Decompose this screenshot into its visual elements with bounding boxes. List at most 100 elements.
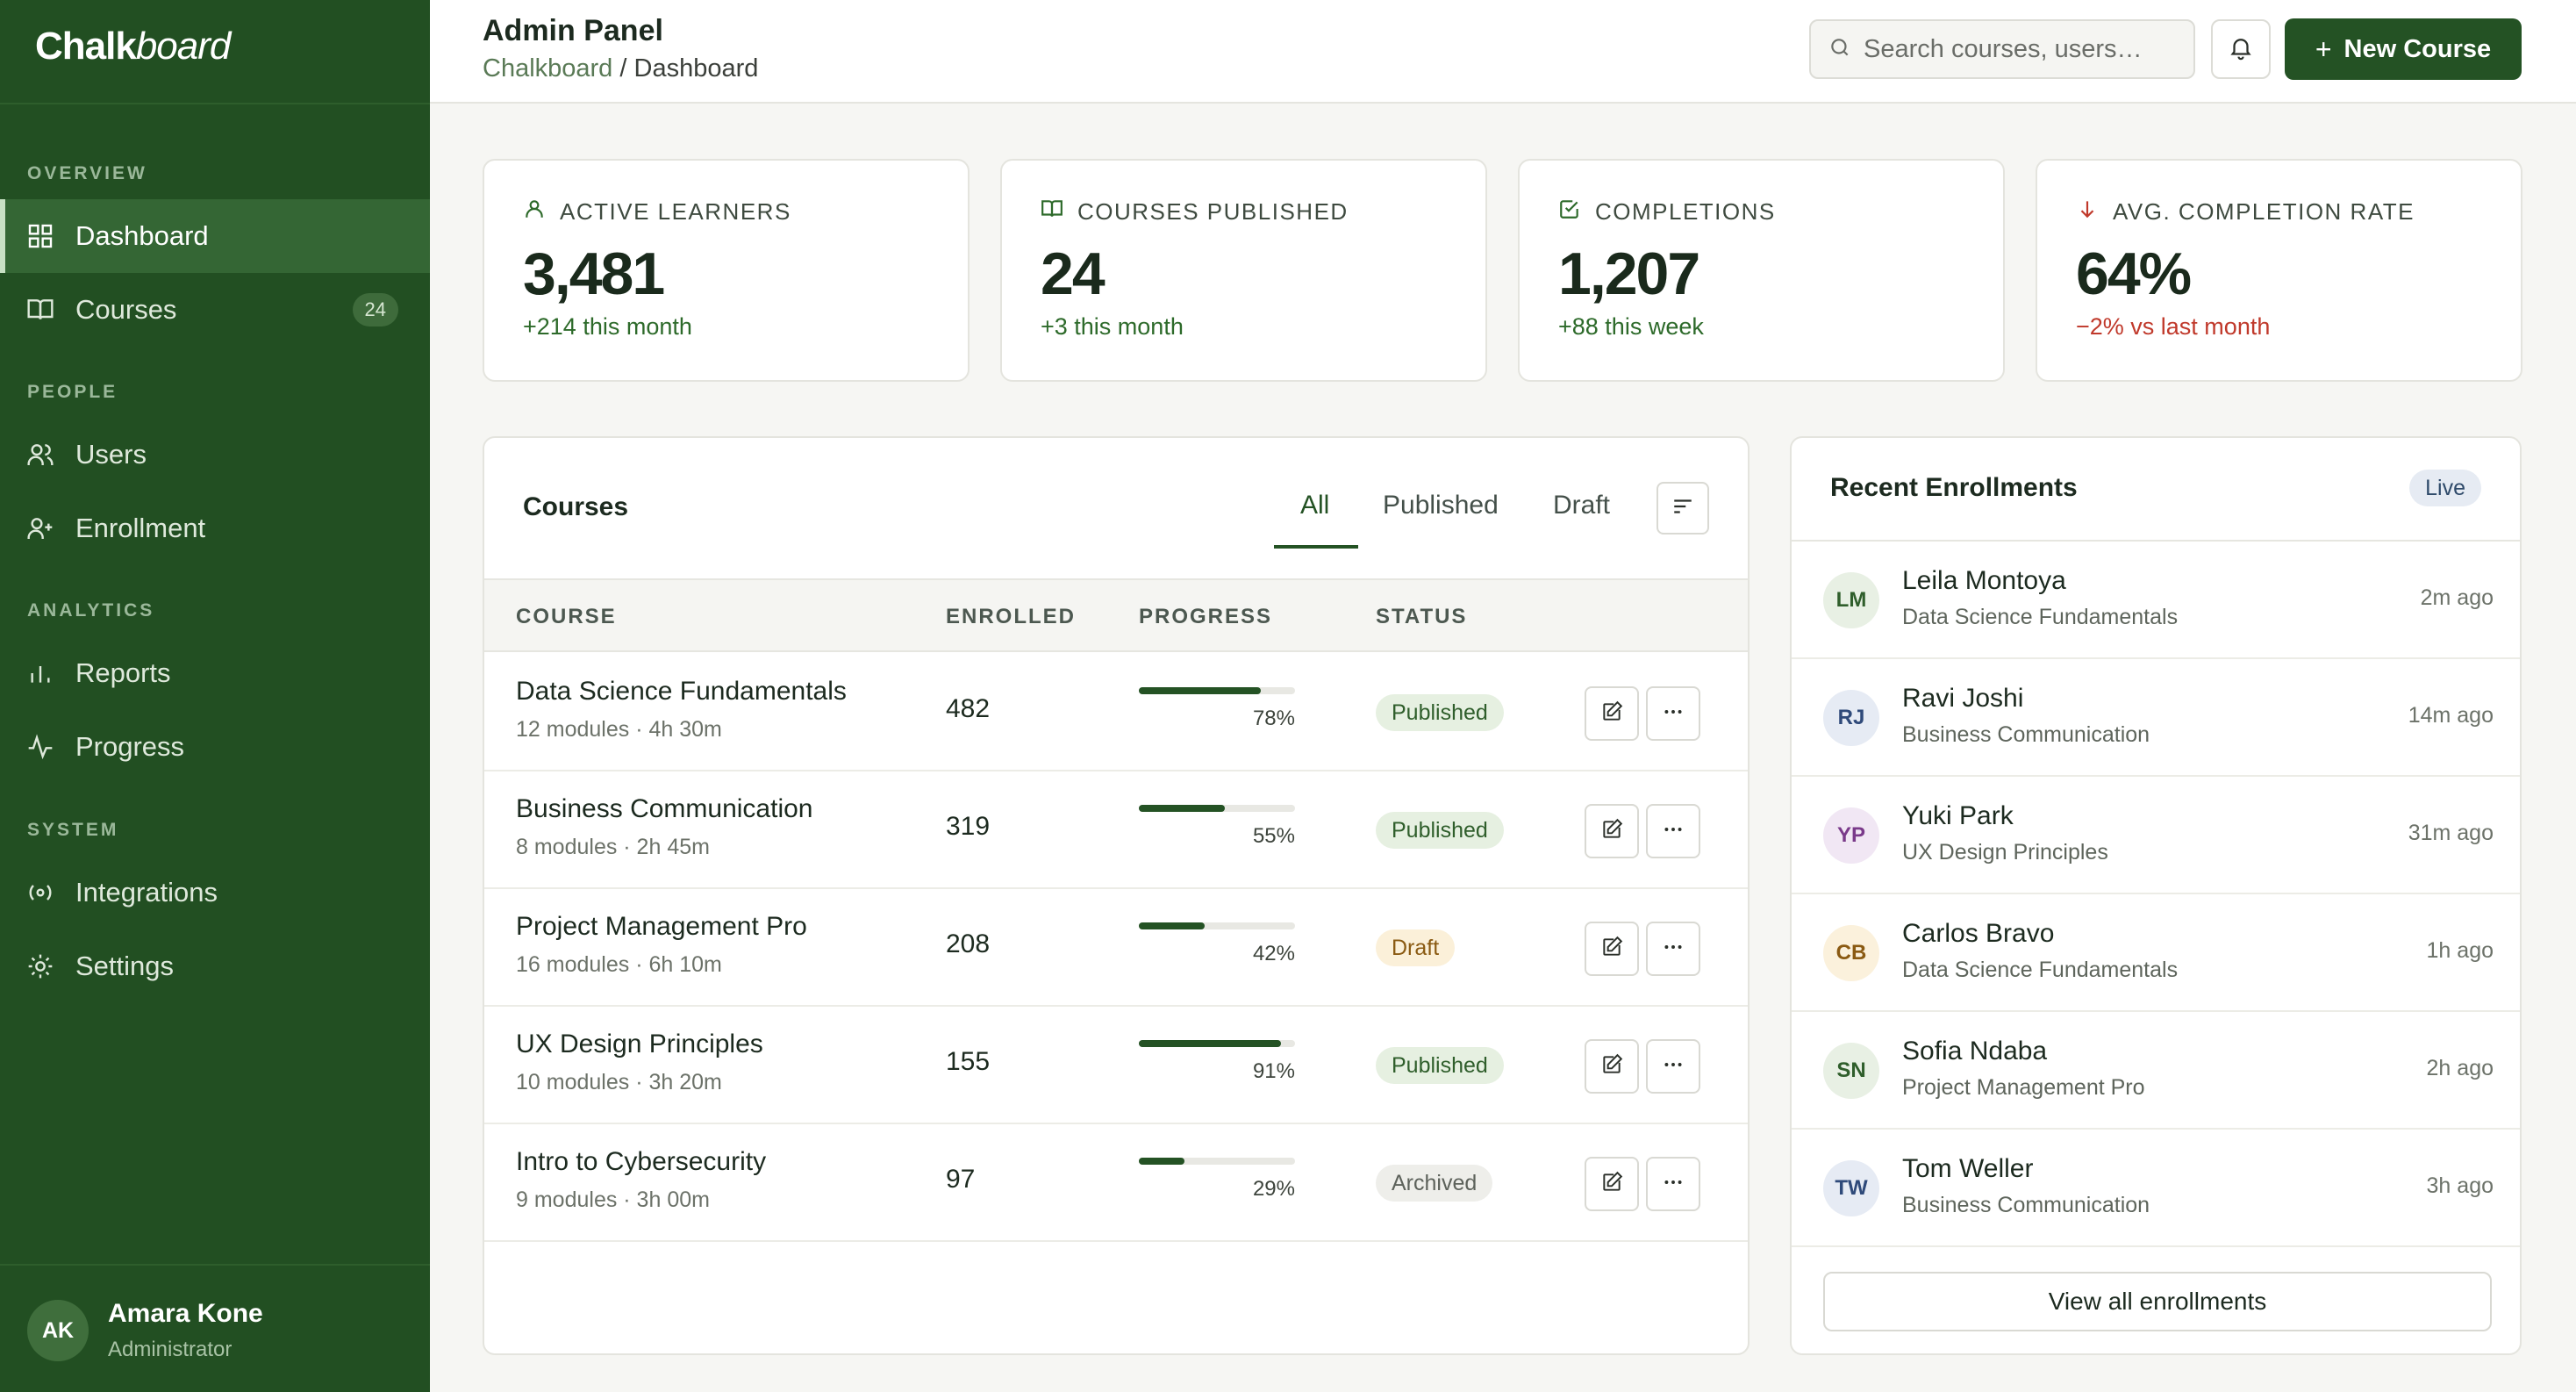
avatar: YP <box>1823 807 1879 864</box>
list-item[interactable]: TW Tom Weller Business Communication 3h ago <box>1792 1130 2520 1247</box>
table-row[interactable]: Project Management Pro 16 modules · 6h 10… <box>484 889 1748 1007</box>
learner-name: Carlos Bravo <box>1902 919 2055 948</box>
edit-button[interactable] <box>1585 804 1639 858</box>
sidebar-item-integrations[interactable]: Integrations <box>0 856 430 929</box>
stat-value: 1,207 <box>1558 240 1700 307</box>
progress-percent: 78% <box>1252 707 1295 730</box>
notifications-button[interactable] <box>2211 19 2271 79</box>
user-plus-icon <box>26 514 54 542</box>
course-name[interactable]: UX Design Principles <box>516 1030 763 1058</box>
filter-button[interactable] <box>1657 482 1709 535</box>
list-item[interactable]: RJ Ravi Joshi Business Communication 14m ag… <box>1792 659 2520 777</box>
sidebar-item-settings[interactable]: Settings <box>0 929 430 1003</box>
sidebar-item-courses[interactable]: Courses 24 <box>0 273 430 347</box>
stat-label-text: COURSES PUBLISHED <box>1077 198 1349 225</box>
table-row[interactable]: Intro to Cybersecurity 9 modules · 3h 00m… <box>484 1124 1748 1242</box>
progress-fill <box>1139 1158 1184 1165</box>
course-meta: 10 modules · 3h 20m <box>516 1070 722 1094</box>
status-badge: Published <box>1376 1047 1504 1084</box>
progress-fill <box>1139 922 1205 929</box>
stat-value: 64% <box>2076 240 2192 307</box>
breadcrumb-current: Dashboard <box>633 54 759 83</box>
tab-all[interactable]: All <box>1300 491 1330 520</box>
sidebar-item-label: Progress <box>75 731 185 762</box>
search-icon <box>1828 36 1851 63</box>
more-icon <box>1662 1171 1685 1198</box>
check-square-icon <box>1558 197 1595 226</box>
new-course-button[interactable]: + New Course <box>2285 18 2522 80</box>
status-badge: Archived <box>1376 1165 1493 1202</box>
stat-label: AVG. COMPLETION RATE <box>2076 197 2415 226</box>
list-item[interactable]: YP Yuki Park UX Design Principles 31m ago <box>1792 777 2520 894</box>
edit-button[interactable] <box>1585 1157 1639 1211</box>
stat-delta: +214 this month <box>523 313 692 340</box>
enrolled-time: 2m ago <box>2420 585 2494 610</box>
course-name[interactable]: Business Communication <box>516 794 813 823</box>
more-actions-button[interactable] <box>1646 686 1700 741</box>
progress-fill <box>1139 805 1225 812</box>
search-box[interactable] <box>1809 19 2195 79</box>
courses-panel: Courses All Published Draft COURSE ENROL… <box>483 436 1750 1355</box>
view-all-enrollments-button[interactable]: View all enrollments <box>1823 1272 2492 1331</box>
breadcrumb-root[interactable]: Chalkboard <box>483 54 613 83</box>
stat-label-text: AVG. COMPLETION RATE <box>2113 198 2415 225</box>
stat-value: 3,481 <box>523 240 665 307</box>
stat-label: COMPLETIONS <box>1558 197 1776 226</box>
more-actions-button[interactable] <box>1646 1157 1700 1211</box>
enrolled-count: 155 <box>946 1047 991 1076</box>
more-icon <box>1662 1053 1685 1080</box>
column-header[interactable]: ENROLLED <box>946 605 1076 628</box>
sidebar-item-label: Reports <box>75 657 171 688</box>
sidebar-divider <box>0 1264 430 1266</box>
edit-button[interactable] <box>1585 1039 1639 1094</box>
progress-bar <box>1139 687 1295 694</box>
edit-icon <box>1600 818 1623 845</box>
column-header[interactable]: PROGRESS <box>1139 605 1273 628</box>
sidebar-item-users[interactable]: Users <box>0 418 430 492</box>
column-header[interactable]: COURSE <box>516 605 617 628</box>
course-meta: 12 modules · 4h 30m <box>516 717 722 742</box>
enrolled-time: 3h ago <box>2426 1173 2494 1198</box>
more-actions-button[interactable] <box>1646 804 1700 858</box>
sidebar-item-label: Integrations <box>75 877 218 908</box>
enrolled-time: 2h ago <box>2426 1056 2494 1080</box>
sidebar-item-enrollment[interactable]: Enrollment <box>0 492 430 565</box>
progress-percent: 91% <box>1252 1059 1295 1083</box>
edit-button[interactable] <box>1585 686 1639 741</box>
table-row[interactable]: Business Communication 8 modules · 2h 45m… <box>484 771 1748 889</box>
plus-icon: + <box>2315 32 2332 65</box>
page-title: Admin Panel <box>483 14 663 47</box>
progress-fill <box>1139 687 1261 694</box>
enrolled-time: 1h ago <box>2426 938 2494 963</box>
top-header: Admin Panel Chalkboard / Dashboard + New… <box>430 0 2576 104</box>
status-badge: Published <box>1376 812 1504 849</box>
table-row[interactable]: UX Design Principles 10 modules · 3h 20m 1… <box>484 1007 1748 1124</box>
list-item[interactable]: LM Leila Montoya Data Science Fundamentals… <box>1792 542 2520 659</box>
enrolled-time: 31m ago <box>2408 821 2494 845</box>
edit-button[interactable] <box>1585 922 1639 976</box>
table-row[interactable]: Data Science Fundamentals 12 modules · 4h… <box>484 654 1748 771</box>
more-actions-button[interactable] <box>1646 922 1700 976</box>
sidebar-item-reports[interactable]: Reports <box>0 636 430 710</box>
list-item[interactable]: SN Sofia Ndaba Project Management Pro 2h ag… <box>1792 1012 2520 1130</box>
recent-enrollments-panel: Recent Enrollments Live LM Leila Montoya D… <box>1790 436 2522 1355</box>
avatar[interactable]: AK <box>27 1300 89 1361</box>
enrolled-course: Business Communication <box>1902 1193 2150 1217</box>
sidebar-item-label: Courses <box>75 294 177 325</box>
column-header[interactable]: STATUS <box>1376 605 1468 628</box>
sidebar-divider <box>0 103 430 104</box>
brand-logo[interactable]: Chalkboard <box>35 25 231 68</box>
search-input[interactable] <box>1864 34 2179 64</box>
course-meta: 9 modules · 3h 00m <box>516 1188 710 1212</box>
panel-divider <box>1792 540 2520 542</box>
sidebar-item-progress[interactable]: Progress <box>0 710 430 784</box>
tab-published[interactable]: Published <box>1383 491 1499 520</box>
sidebar-item-dashboard[interactable]: Dashboard <box>0 199 430 273</box>
more-actions-button[interactable] <box>1646 1039 1700 1094</box>
course-name[interactable]: Intro to Cybersecurity <box>516 1147 767 1176</box>
course-name[interactable]: Data Science Fundamentals <box>516 677 847 706</box>
list-item[interactable]: CB Carlos Bravo Data Science Fundamentals 1… <box>1792 894 2520 1012</box>
tab-draft[interactable]: Draft <box>1553 491 1611 520</box>
count-badge: 24 <box>352 293 398 326</box>
course-name[interactable]: Project Management Pro <box>516 912 807 941</box>
